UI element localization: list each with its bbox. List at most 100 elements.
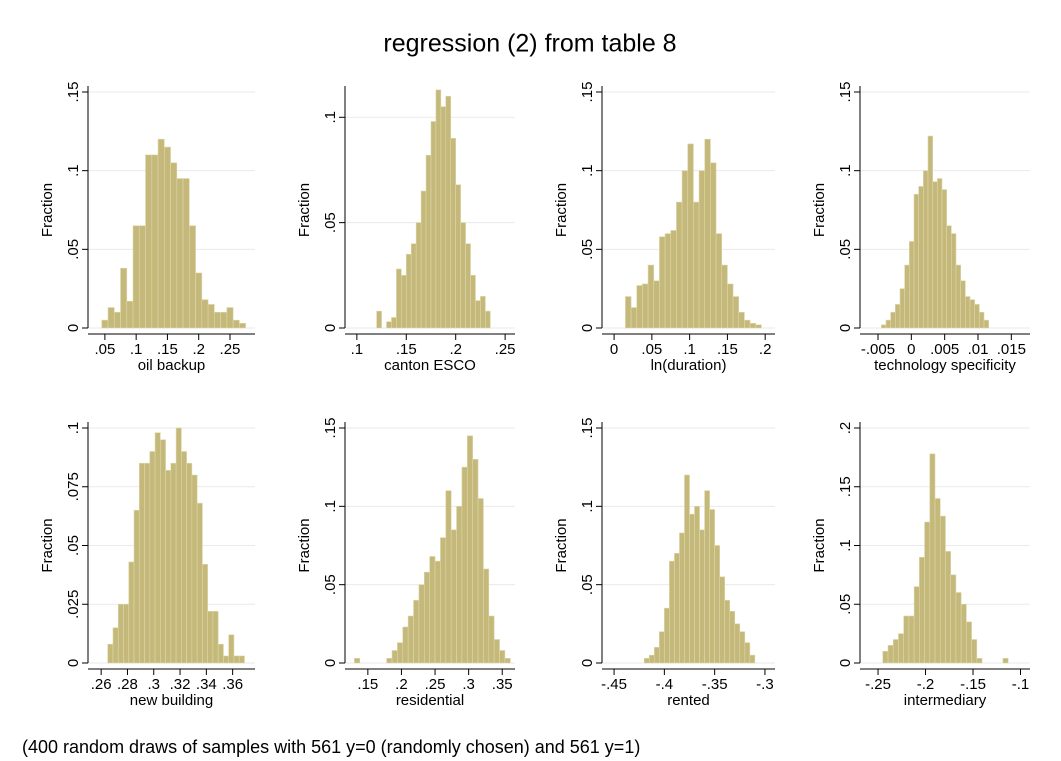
bar [144,462,151,664]
bar [1002,657,1009,664]
bar [151,154,159,329]
bar [493,639,500,664]
bar [499,650,506,664]
x-tick-label: .005 [930,341,959,358]
bar [101,319,109,329]
bar [483,568,490,664]
x-tick-label: .32 [170,676,191,693]
bar [154,432,161,664]
bar [729,610,736,664]
bar [410,243,417,329]
x-tick-label: .1 [130,341,143,358]
bar [160,439,166,664]
bar [694,506,700,664]
bar [405,253,412,329]
bar [223,655,230,664]
bar [727,283,734,329]
bar [892,639,899,664]
y-tick-label: 0 [65,324,82,332]
x-tick-label: .05 [94,341,115,358]
bar [196,502,203,664]
bar [913,193,919,329]
bar [472,459,479,664]
bar [456,506,463,664]
y-axis-title: Fraction [553,518,570,572]
chart-title: regression (2) from table 8 [383,30,676,58]
x-tick-label: .2 [449,341,462,358]
bar [704,138,711,329]
y-tick-label: .05 [837,594,854,615]
x-tick-label: -.2 [917,676,935,693]
bar [165,469,172,664]
bar [407,615,414,664]
x-tick-label: .3 [462,676,475,693]
bar [504,657,511,664]
x-tick-label: .15 [157,341,178,358]
bar [976,657,983,664]
bar [710,162,717,329]
bar [960,603,967,664]
bar [391,650,398,664]
y-tick-label: 0 [579,659,596,667]
bar [107,643,114,664]
y-axis-title: Fraction [39,183,56,237]
bar [450,138,456,329]
x-tick-label: .34 [196,676,217,693]
bar [207,304,215,329]
x-axis-title: canton ESCO [384,357,476,374]
bar [189,225,196,329]
x-tick-label: 0 [907,341,915,358]
bar [413,600,420,664]
bar [659,236,666,329]
bar [755,324,762,329]
bar [934,498,941,664]
bar [669,560,675,664]
bar [460,222,466,329]
bar [684,474,690,664]
y-tick-label: 0 [65,659,82,667]
y-tick-label: .05 [837,239,854,260]
bar [440,537,447,664]
bar [676,201,683,329]
y-tick-label: .15 [837,476,854,497]
bar [226,307,234,329]
bar [715,233,723,329]
bar [681,170,689,329]
bar [233,655,240,664]
x-axis-title: oil backup [138,357,206,374]
x-tick-label: .15 [396,341,417,358]
y-axis-title: Fraction [811,183,828,237]
bar [919,556,925,664]
x-tick-label: .2 [395,676,408,693]
y-tick-label: 0 [322,324,339,332]
y-axis-title: Fraction [553,183,570,237]
bar [643,657,650,664]
y-tick-label: .15 [837,82,854,103]
bar [181,451,187,664]
bar [376,310,382,329]
bar [654,647,660,664]
bar [138,225,146,329]
bar [709,509,715,664]
bar [719,576,726,664]
bar [239,322,246,329]
bar [420,190,427,329]
bar [466,435,473,664]
bar [904,264,910,329]
y-tick-label: .15 [322,418,339,439]
bar [881,324,887,329]
bar [175,427,182,664]
bar [430,121,437,329]
bar [898,633,904,664]
bar [749,322,757,329]
bar [664,607,670,664]
bar [890,311,896,329]
bar [966,621,972,664]
bar [974,304,980,329]
x-tick-label: .05 [641,341,662,358]
bar [732,296,740,329]
bar [465,243,471,329]
bar [217,643,224,664]
bar [164,146,171,329]
bar [932,181,938,329]
